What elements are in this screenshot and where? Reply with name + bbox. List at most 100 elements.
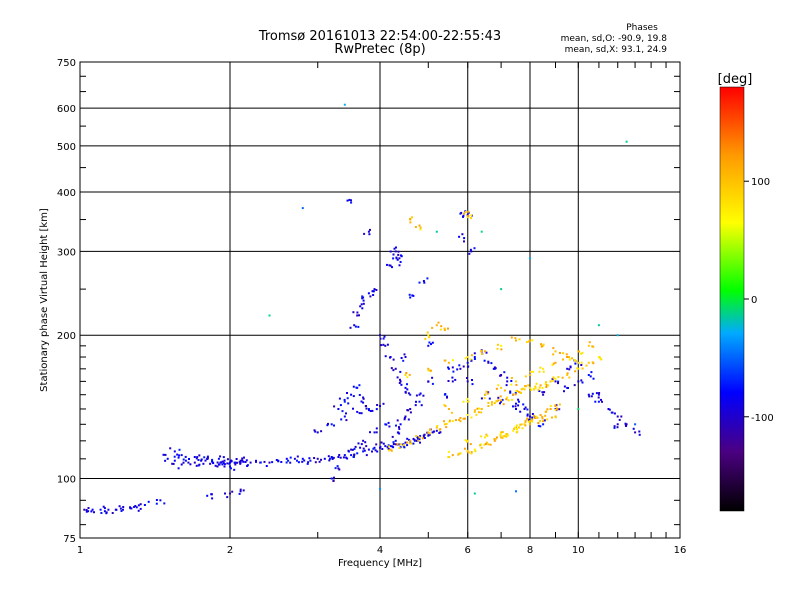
data-point <box>485 390 488 393</box>
data-point <box>588 341 591 344</box>
data-point <box>166 457 169 460</box>
data-point <box>428 336 431 339</box>
data-point <box>353 324 356 327</box>
data-point <box>487 391 490 394</box>
data-point <box>331 456 334 459</box>
data-point <box>408 293 411 296</box>
data-point <box>172 462 175 465</box>
data-point <box>501 431 504 434</box>
data-point <box>398 427 401 430</box>
data-point <box>245 459 248 462</box>
data-point <box>423 281 426 284</box>
data-point <box>169 447 172 450</box>
data-point <box>287 459 290 462</box>
data-point <box>398 382 401 384</box>
data-point <box>473 409 476 412</box>
data-point <box>539 366 542 369</box>
data-point <box>507 399 510 402</box>
data-point <box>533 387 536 390</box>
colorbar-label: [deg] <box>718 72 753 87</box>
data-point <box>473 448 476 451</box>
x-tick-label: 8 <box>527 545 533 556</box>
data-point <box>363 449 366 452</box>
colorbar-tick-label: 100 <box>751 177 770 188</box>
data-point <box>464 357 467 360</box>
data-point <box>359 446 362 449</box>
data-point <box>447 367 450 370</box>
data-point <box>386 263 388 266</box>
data-point <box>541 417 544 420</box>
data-point <box>500 344 503 347</box>
data-point <box>499 374 502 377</box>
data-point <box>545 381 547 384</box>
data-point <box>587 393 590 396</box>
data-point <box>411 294 414 297</box>
data-point <box>490 403 493 406</box>
data-point <box>427 334 430 337</box>
data-point <box>541 415 544 418</box>
data-point <box>409 439 412 442</box>
data-point <box>477 411 480 414</box>
data-point <box>409 221 412 224</box>
data-point <box>529 386 531 389</box>
data-point <box>403 444 406 447</box>
data-point <box>353 447 356 450</box>
data-point <box>466 213 469 216</box>
data-point <box>303 459 306 462</box>
data-point <box>387 444 390 447</box>
y-axis-label: Stationary phase Virtual Height [km] <box>39 208 50 392</box>
data-point <box>546 408 549 411</box>
data-point <box>224 492 226 495</box>
data-point <box>451 420 454 423</box>
data-point <box>218 463 221 466</box>
data-point <box>307 461 310 464</box>
data-point <box>466 377 468 379</box>
data-point <box>211 458 214 461</box>
data-point <box>470 250 473 253</box>
data-point <box>330 477 333 480</box>
data-point <box>534 417 537 419</box>
data-point <box>289 461 292 464</box>
data-point <box>500 348 503 351</box>
data-point <box>542 343 545 346</box>
data-point <box>384 445 387 448</box>
data-point <box>382 343 385 346</box>
data-point <box>285 457 288 460</box>
data-point <box>332 480 335 482</box>
data-point <box>418 400 421 403</box>
data-point <box>531 339 534 342</box>
data-point <box>547 384 550 387</box>
data-point <box>595 392 598 395</box>
data-point <box>542 393 545 396</box>
data-point <box>403 418 406 421</box>
data-point <box>587 344 590 347</box>
data-point <box>427 380 430 383</box>
data-point <box>427 344 430 347</box>
data-point <box>500 386 503 389</box>
data-point <box>527 420 530 423</box>
data-point <box>500 399 503 402</box>
data-point <box>499 434 502 437</box>
data-point <box>277 460 280 463</box>
data-point <box>395 257 398 260</box>
data-point <box>223 463 226 466</box>
data-point <box>320 458 322 461</box>
data-point <box>404 415 407 418</box>
data-point <box>526 417 529 420</box>
data-point <box>334 467 337 470</box>
data-point <box>613 425 616 428</box>
data-point <box>275 459 278 461</box>
data-point <box>396 443 399 446</box>
data-point <box>387 448 390 450</box>
data-point <box>399 370 402 373</box>
data-point <box>396 419 399 422</box>
data-point <box>404 356 407 358</box>
data-point <box>239 459 242 462</box>
data-point <box>415 400 417 403</box>
data-point <box>236 461 238 464</box>
data-point <box>473 358 476 360</box>
data-point <box>561 376 564 379</box>
data-point <box>333 424 335 427</box>
data-point <box>314 430 317 433</box>
data-point <box>394 443 397 446</box>
